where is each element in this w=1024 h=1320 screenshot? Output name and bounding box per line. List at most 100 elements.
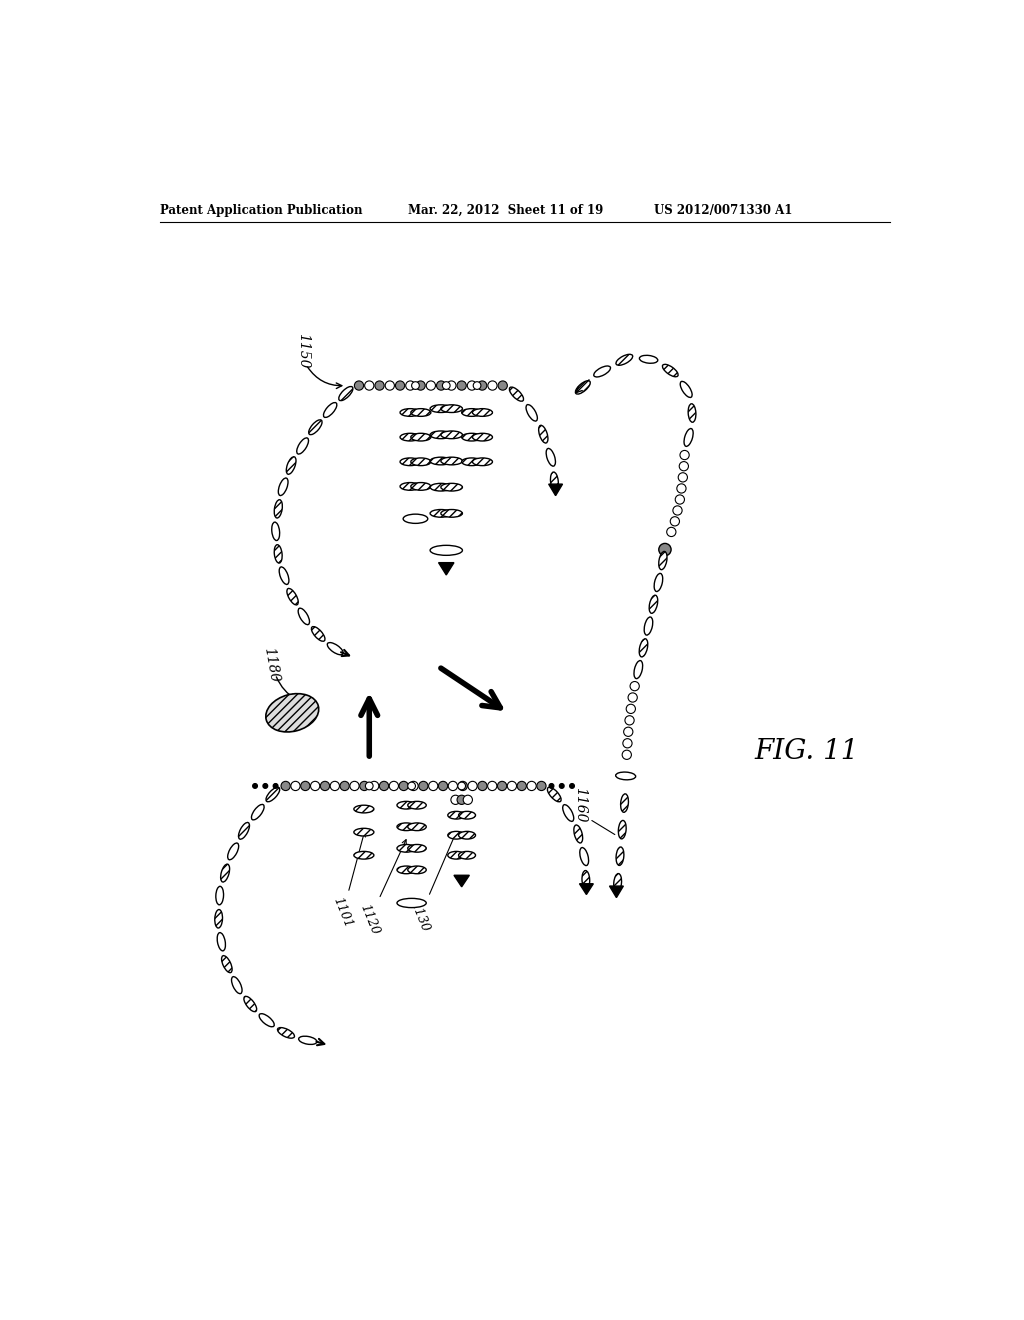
Ellipse shape: [462, 433, 481, 441]
Circle shape: [498, 381, 507, 391]
Ellipse shape: [649, 595, 657, 614]
Polygon shape: [580, 884, 593, 895]
Circle shape: [623, 739, 632, 748]
Ellipse shape: [616, 354, 633, 366]
Circle shape: [679, 462, 688, 471]
Ellipse shape: [400, 409, 420, 416]
Ellipse shape: [299, 1036, 316, 1044]
Circle shape: [658, 544, 671, 556]
Ellipse shape: [688, 404, 696, 422]
Ellipse shape: [287, 589, 298, 605]
Ellipse shape: [354, 829, 374, 836]
Ellipse shape: [447, 851, 465, 859]
Ellipse shape: [639, 355, 657, 363]
Circle shape: [321, 781, 330, 791]
Ellipse shape: [397, 845, 416, 853]
Polygon shape: [438, 562, 454, 576]
Ellipse shape: [526, 405, 538, 421]
Ellipse shape: [430, 432, 452, 438]
Circle shape: [477, 381, 486, 391]
Circle shape: [678, 473, 687, 482]
Ellipse shape: [441, 483, 463, 491]
Ellipse shape: [266, 693, 318, 733]
Circle shape: [340, 781, 349, 791]
Ellipse shape: [441, 457, 463, 465]
Ellipse shape: [459, 812, 475, 818]
Circle shape: [623, 750, 632, 759]
Ellipse shape: [441, 510, 463, 517]
Circle shape: [366, 781, 373, 789]
Circle shape: [478, 781, 487, 791]
Circle shape: [517, 781, 526, 791]
Circle shape: [281, 781, 290, 791]
Ellipse shape: [216, 886, 223, 904]
Circle shape: [457, 381, 466, 391]
Circle shape: [419, 781, 428, 791]
Ellipse shape: [279, 478, 288, 495]
Ellipse shape: [430, 405, 452, 413]
Circle shape: [498, 781, 507, 791]
Ellipse shape: [472, 458, 493, 466]
Ellipse shape: [408, 822, 426, 830]
Circle shape: [406, 381, 415, 391]
Ellipse shape: [680, 381, 692, 397]
Circle shape: [436, 381, 445, 391]
Circle shape: [677, 484, 686, 494]
Ellipse shape: [400, 433, 420, 441]
Ellipse shape: [411, 409, 431, 416]
Circle shape: [385, 381, 394, 391]
Ellipse shape: [298, 609, 309, 624]
Circle shape: [625, 715, 634, 725]
Circle shape: [354, 381, 364, 391]
Circle shape: [451, 795, 460, 804]
Circle shape: [667, 527, 676, 536]
Circle shape: [671, 516, 680, 525]
Circle shape: [350, 781, 359, 791]
Ellipse shape: [408, 801, 426, 809]
Ellipse shape: [328, 643, 343, 655]
Ellipse shape: [408, 845, 426, 853]
Ellipse shape: [221, 956, 232, 973]
Circle shape: [675, 495, 684, 504]
Polygon shape: [609, 886, 624, 898]
Circle shape: [429, 781, 438, 791]
Ellipse shape: [411, 433, 431, 441]
Circle shape: [412, 381, 419, 389]
Circle shape: [467, 381, 476, 391]
Ellipse shape: [459, 851, 475, 859]
Ellipse shape: [441, 405, 463, 413]
Ellipse shape: [217, 933, 225, 950]
Ellipse shape: [411, 483, 431, 490]
Circle shape: [569, 784, 574, 788]
Ellipse shape: [430, 510, 452, 517]
Circle shape: [627, 705, 636, 714]
Circle shape: [457, 795, 466, 804]
Ellipse shape: [308, 420, 323, 434]
Circle shape: [301, 781, 310, 791]
Circle shape: [310, 781, 319, 791]
Ellipse shape: [397, 822, 416, 830]
Circle shape: [507, 781, 516, 791]
Ellipse shape: [397, 801, 416, 809]
Ellipse shape: [618, 821, 626, 840]
Ellipse shape: [215, 909, 222, 928]
Circle shape: [680, 450, 689, 459]
Circle shape: [359, 781, 369, 791]
Ellipse shape: [658, 552, 667, 570]
Text: 1180: 1180: [261, 647, 282, 684]
Circle shape: [399, 781, 409, 791]
Circle shape: [273, 784, 278, 788]
Ellipse shape: [280, 566, 289, 585]
Circle shape: [426, 381, 435, 391]
Ellipse shape: [613, 874, 622, 892]
Ellipse shape: [573, 825, 583, 843]
Ellipse shape: [324, 403, 337, 417]
Circle shape: [442, 381, 451, 389]
Ellipse shape: [400, 458, 420, 466]
Ellipse shape: [239, 822, 250, 840]
Ellipse shape: [654, 573, 663, 591]
Circle shape: [409, 781, 418, 791]
Ellipse shape: [548, 787, 561, 801]
Text: 1130: 1130: [408, 832, 457, 935]
Ellipse shape: [354, 851, 374, 859]
